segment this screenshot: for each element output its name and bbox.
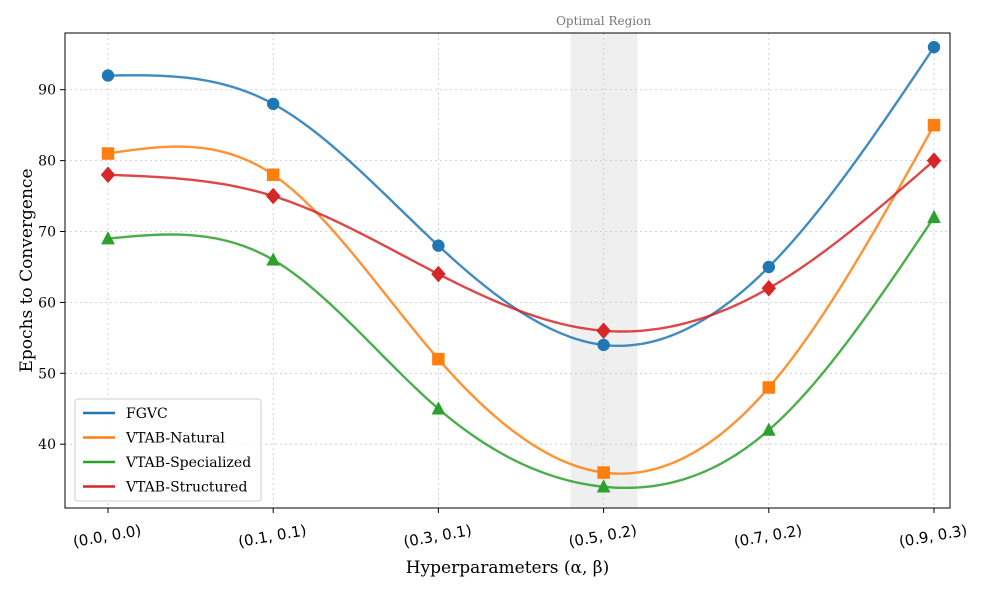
y-axis-title: Epochs to Convergence xyxy=(17,168,37,372)
optimal-region-label: Optimal Region xyxy=(556,14,651,28)
vtab-structured-legend-label: VTAB-Structured xyxy=(125,480,247,496)
vtab-specialized-point xyxy=(431,401,446,415)
vtab-natural-point xyxy=(432,352,445,366)
vtab-natural-point xyxy=(762,381,776,394)
plot-frame xyxy=(64,32,951,509)
optimal-region-band xyxy=(570,33,638,508)
vtab-specialized-legend-label: VTAB-Specialized xyxy=(125,455,251,471)
x-tick-label: (0.0, 0.0) xyxy=(72,521,143,551)
vtab-natural-series-line xyxy=(107,124,936,475)
x-tick-label: (0.3, 0.1) xyxy=(402,521,473,551)
vtab-structured-point xyxy=(265,187,281,205)
vtab-structured-point xyxy=(100,166,116,184)
fgvc-point xyxy=(597,338,610,352)
vtab-specialized-point xyxy=(596,479,611,493)
vtab-structured-point xyxy=(431,265,446,283)
vtab-natural-point xyxy=(927,118,941,132)
vtab-natural-point xyxy=(597,466,610,479)
vtab-structured-point xyxy=(596,322,611,340)
vtab-specialized-point xyxy=(761,422,776,436)
vtab-structured-point xyxy=(761,279,777,297)
y-tick-label: 80 xyxy=(38,154,56,170)
y-tick-label: 40 xyxy=(38,437,56,453)
legend-box xyxy=(74,398,262,502)
x-axis-title: Hyperparameters (α, β) xyxy=(406,558,610,578)
x-tick-label: (0.5, 0.2) xyxy=(567,521,638,551)
y-tick-label: 70 xyxy=(38,225,56,241)
vtab-structured-point xyxy=(926,152,942,169)
fgvc-point xyxy=(432,239,445,252)
vtab-natural-legend-label: VTAB-Natural xyxy=(125,431,225,447)
fgvc-point xyxy=(101,69,115,82)
fgvc-series-line xyxy=(107,46,935,348)
fgvc-point xyxy=(762,260,776,274)
x-tick-label: (0.9, 0.3) xyxy=(898,521,969,551)
legend: FGVC VTAB-Natural VTAB-Specialized VTAB-Str… xyxy=(74,398,262,502)
x-tick-label: (0.1, 0.1) xyxy=(237,521,308,551)
vtab-specialized-point xyxy=(101,231,115,245)
vtab-specialized-series-line xyxy=(107,216,935,490)
vtab-natural-point xyxy=(266,168,280,182)
vtab-natural-point xyxy=(101,147,115,160)
fgvc-point xyxy=(927,40,941,54)
y-tick-label: 90 xyxy=(38,83,56,99)
y-tick-label: 60 xyxy=(38,295,56,311)
y-tick-label: 50 xyxy=(38,366,56,382)
vtab-specialized-point xyxy=(927,209,941,224)
fgvc-point xyxy=(266,97,280,111)
fgvc-legend-label: FGVC xyxy=(126,406,168,422)
vtab-structured-series-line xyxy=(107,159,935,333)
x-tick-label: (0.7, 0.2) xyxy=(732,521,803,551)
vtab-specialized-point xyxy=(266,252,281,266)
